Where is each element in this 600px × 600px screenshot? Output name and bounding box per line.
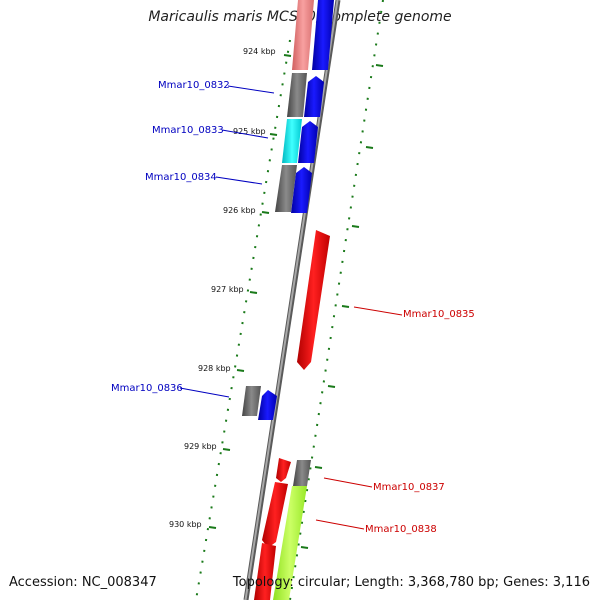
- tick-label: 929 kbp: [184, 442, 217, 451]
- gene-0832-grey[interactable]: [287, 73, 307, 117]
- gene-0835-red[interactable]: [297, 230, 330, 370]
- gene-0833-cyan[interactable]: [282, 119, 302, 163]
- gene-labels: Mmar10_0832 Mmar10_0833 Mmar10_0834 Mmar…: [111, 80, 475, 535]
- label-mmar10-0833[interactable]: Mmar10_0833: [152, 125, 224, 136]
- gene-0833-blue[interactable]: [298, 121, 318, 163]
- label-mmar10-0836[interactable]: Mmar10_0836: [111, 383, 183, 394]
- gene-pink[interactable]: [292, 0, 314, 70]
- leader-lines: [179, 85, 403, 530]
- gene-0837-red-left[interactable]: [276, 458, 291, 482]
- scale-labels: 924 kbp 925 kbp 926 kbp 927 kbp 928 kbp …: [169, 47, 276, 529]
- tick-label: 927 kbp: [211, 285, 244, 294]
- tick-label: 926 kbp: [223, 206, 256, 215]
- gene-0836-grey[interactable]: [242, 386, 261, 416]
- gene-blue-top[interactable]: [312, 0, 334, 70]
- topology-text: Topology: circular; Length: 3,368,780 bp…: [232, 575, 590, 590]
- label-mmar10-0835[interactable]: Mmar10_0835: [403, 309, 475, 320]
- tick-label: 925 kbp: [233, 127, 266, 136]
- gene-red-lower-2[interactable]: [254, 543, 276, 600]
- gene-0832-blue[interactable]: [304, 76, 324, 117]
- inner-tick-track: [195, 39, 291, 600]
- gene-0836-blue[interactable]: [258, 390, 277, 420]
- tick-label: 930 kbp: [169, 520, 202, 529]
- label-mmar10-0834[interactable]: Mmar10_0834: [145, 172, 217, 183]
- gene-0834-grey[interactable]: [275, 165, 297, 212]
- gene-0837-grey[interactable]: [293, 460, 311, 486]
- tick-label: 928 kbp: [198, 364, 231, 373]
- gene-0838-lime[interactable]: [273, 486, 307, 600]
- label-mmar10-0837[interactable]: Mmar10_0837: [373, 482, 445, 493]
- label-mmar10-0838[interactable]: Mmar10_0838: [365, 524, 437, 535]
- accession-text: Accession: NC_008347: [9, 575, 157, 590]
- label-mmar10-0832[interactable]: Mmar10_0832: [158, 80, 230, 91]
- gene-red-lower-1[interactable]: [262, 482, 288, 548]
- gene-0834-blue[interactable]: [291, 167, 312, 213]
- tick-label: 924 kbp: [243, 47, 276, 56]
- major-ticks: [208, 54, 384, 549]
- backbone-line: [243, 0, 341, 600]
